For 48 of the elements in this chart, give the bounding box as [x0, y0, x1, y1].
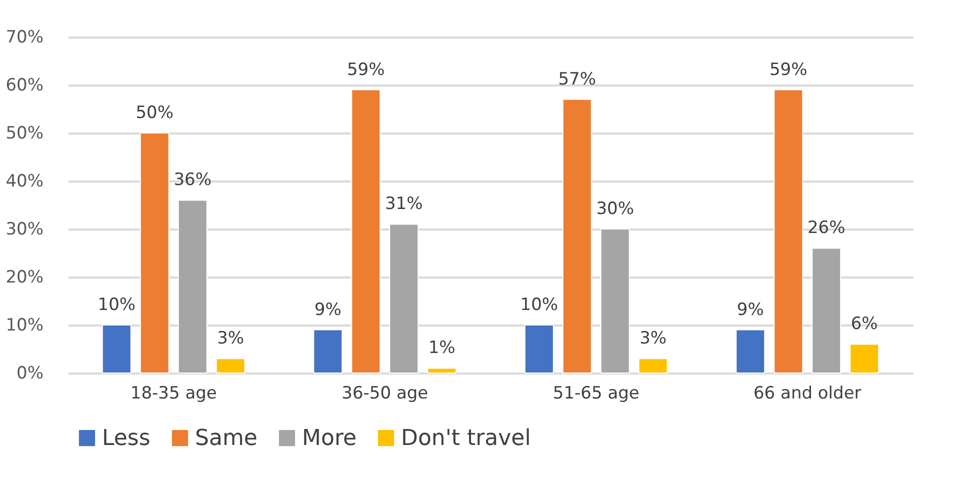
data-label: 9% — [736, 300, 764, 320]
data-label: 10% — [98, 295, 136, 315]
bar — [427, 368, 457, 374]
legend-label: Don't travel — [401, 426, 531, 451]
data-label: 31% — [384, 194, 423, 214]
legend-label: Less — [102, 426, 150, 451]
legend-label: More — [302, 426, 357, 451]
data-label: 36% — [174, 170, 212, 190]
bar — [351, 89, 381, 374]
data-label: 30% — [596, 199, 634, 219]
x-tick-label: 18-35 age — [130, 384, 217, 404]
y-tick-label: 20% — [6, 268, 44, 288]
bar — [812, 248, 842, 374]
bar — [140, 132, 170, 374]
data-label: 50% — [136, 103, 174, 123]
y-tick-label: 50% — [6, 124, 44, 144]
data-label: 26% — [807, 218, 846, 238]
data-label: 59% — [346, 60, 385, 80]
data-label: 3% — [640, 328, 667, 349]
data-label: 3% — [217, 328, 244, 349]
legend-label: Same — [195, 426, 258, 451]
bar — [216, 358, 246, 374]
bar — [313, 329, 343, 374]
bar — [850, 344, 880, 374]
data-label: 6% — [850, 314, 878, 334]
y-tick-label: 40% — [6, 172, 44, 192]
x-tick-label: 66 and older — [753, 384, 862, 404]
bar — [736, 329, 766, 374]
x-tick-label: 36-50 age — [342, 384, 428, 404]
data-label: 59% — [769, 60, 808, 80]
y-tick-label: 30% — [6, 220, 44, 240]
y-tick-label: 10% — [6, 316, 44, 336]
data-label: 10% — [520, 295, 558, 315]
bar — [389, 224, 419, 374]
bar — [600, 228, 630, 374]
bar — [178, 200, 208, 374]
y-tick-label: 60% — [6, 76, 44, 96]
bar — [774, 89, 804, 374]
y-tick-label: 0% — [16, 364, 44, 384]
x-tick-label: 51-65 age — [552, 384, 640, 404]
bar — [524, 324, 554, 374]
data-label: 1% — [428, 338, 456, 358]
bar — [102, 324, 132, 374]
bar — [638, 358, 668, 374]
bar — [562, 98, 592, 374]
data-label: 57% — [558, 69, 596, 90]
data-label: 9% — [314, 300, 342, 320]
y-tick-label: 70% — [6, 28, 44, 48]
